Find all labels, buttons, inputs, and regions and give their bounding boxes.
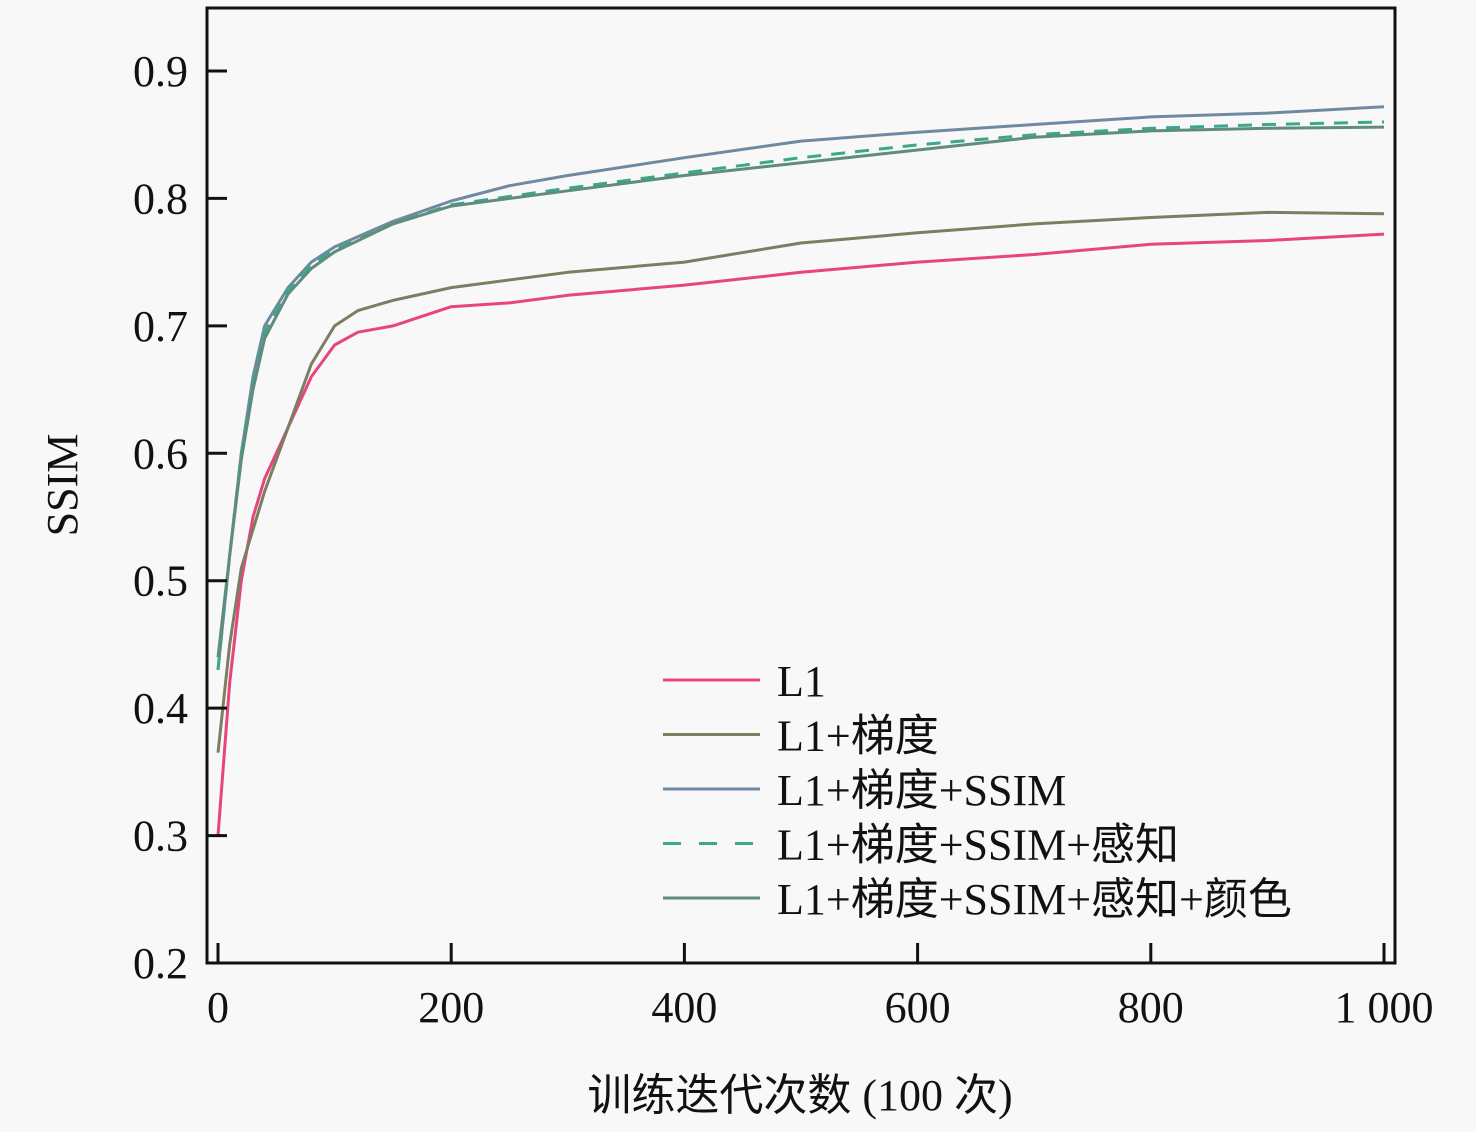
series-line-3 [216, 120, 1385, 671]
x-tick-label: 400 [651, 983, 717, 1032]
series-line-4 [216, 125, 1385, 658]
y-tick-label: 0.4 [133, 684, 188, 733]
x-tick-label: 600 [885, 983, 951, 1032]
x-tick-label: 200 [418, 983, 484, 1032]
y-axis-label: SSIM [38, 434, 87, 537]
y-tick-label: 0.8 [133, 174, 188, 223]
x-tick-label: 1 000 [1335, 983, 1434, 1032]
y-tick-label: 0.9 [133, 47, 188, 96]
series-line-0 [216, 232, 1385, 836]
y-tick-label: 0.5 [133, 557, 188, 606]
legend-label: L1+梯度+SSIM+感知+颜色 [777, 875, 1292, 924]
y-tick-label: 0.6 [133, 429, 188, 478]
legend-label: L1+梯度+SSIM [777, 766, 1066, 815]
y-tick-label: 0.2 [133, 939, 188, 988]
series-line-2 [216, 105, 1385, 671]
y-tick-label: 0.7 [133, 302, 188, 351]
legend: L1 L1+梯度 L1+梯度+SSIM L1+梯度+SSIM+感知 L1+梯度+SSIM… [663, 657, 1292, 924]
plot-frame [205, 6, 1397, 965]
x-axis-label: 训练迭代次数 (100 次) [587, 1071, 1012, 1120]
x-tick-label: 800 [1118, 983, 1184, 1032]
x-tick-label: 0 [207, 983, 229, 1032]
ticks-layer: 0 200 400 600 800 1 000 0.2 0.3 0.4 0.5 0.6 0.7 0.8 0… [133, 47, 1434, 1032]
legend-label: L1+梯度 [777, 712, 939, 761]
legend-label: L1 [777, 657, 826, 706]
series-layer [216, 105, 1385, 836]
legend-label: L1+梯度+SSIM+感知 [777, 821, 1179, 870]
y-tick-label: 0.3 [133, 812, 188, 861]
series-line-1 [216, 210, 1385, 753]
